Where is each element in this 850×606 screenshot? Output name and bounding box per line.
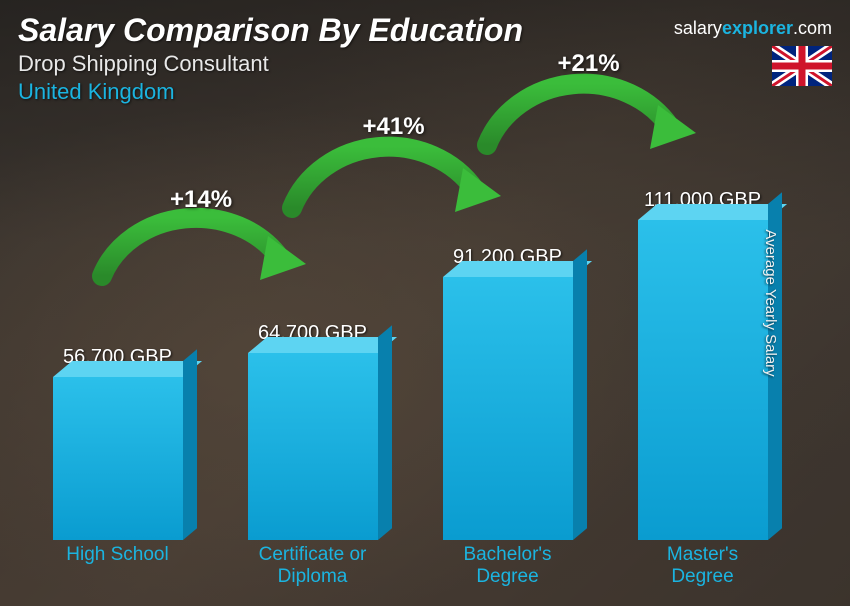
y-axis-label: Average Yearly Salary xyxy=(762,229,779,376)
bar-3d xyxy=(53,377,183,540)
bar-3d xyxy=(638,220,768,540)
labels-container: High SchoolCertificate orDiplomaBachelor… xyxy=(20,540,800,588)
job-title: Drop Shipping Consultant xyxy=(18,51,832,77)
increase-percent: +41% xyxy=(363,113,425,141)
bar-3d xyxy=(443,277,573,540)
bar-category-label: High School xyxy=(20,540,215,588)
brand-suffix: .com xyxy=(793,18,832,38)
bar-category-label: Bachelor'sDegree xyxy=(410,540,605,588)
increase-arc: +14% xyxy=(90,178,310,288)
bar-category-label: Master'sDegree xyxy=(605,540,800,588)
uk-flag-icon xyxy=(772,46,832,86)
brand-prefix: salary xyxy=(674,18,722,38)
bar-3d xyxy=(248,353,378,540)
increase-percent: +14% xyxy=(170,186,232,214)
brand-mid: explorer xyxy=(722,18,793,38)
country-name: United Kingdom xyxy=(18,79,832,105)
increase-arc: +41% xyxy=(280,105,505,220)
brand-logo: salaryexplorer.com xyxy=(674,18,832,39)
bar-category-label: Certificate orDiploma xyxy=(215,540,410,588)
